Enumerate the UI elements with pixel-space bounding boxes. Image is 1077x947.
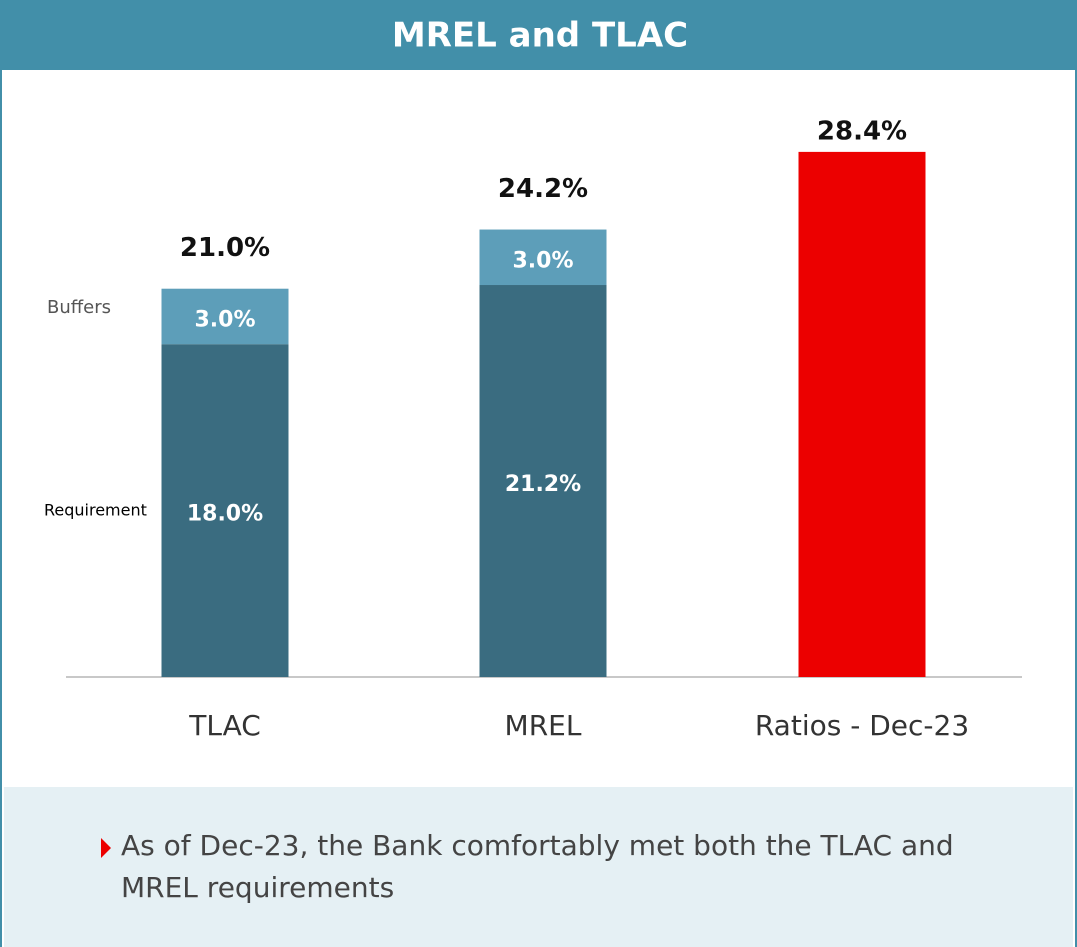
data-label: 18.0% bbox=[187, 502, 263, 527]
series-label: Buffers bbox=[47, 297, 111, 318]
header-band bbox=[2, 0, 1077, 70]
notes-panel: As of Dec-23, the Bank comfortably met b… bbox=[4, 787, 1073, 947]
data-label: 3.0% bbox=[512, 248, 573, 273]
bar-segment bbox=[798, 151, 926, 677]
x-tick-label: TLAC bbox=[188, 709, 261, 742]
bar-segment bbox=[479, 285, 607, 677]
data-label: 3.0% bbox=[194, 307, 255, 332]
chart-title: MREL and TLAC bbox=[392, 16, 688, 56]
bullet-icon bbox=[101, 838, 111, 858]
x-tick-label: Ratios - Dec-23 bbox=[755, 709, 969, 742]
x-tick-label: MREL bbox=[505, 709, 582, 742]
data-label: 21.2% bbox=[505, 472, 581, 497]
data-label: 28.4% bbox=[817, 116, 907, 146]
series-label: Requirement bbox=[44, 501, 147, 520]
total-label: 21.0% bbox=[180, 233, 270, 263]
chart: MREL and TLAC Buffers Requirement TLAC 18… bbox=[2, 0, 1077, 742]
bar-segment bbox=[161, 288, 289, 345]
bullet-text: As of Dec-23, the Bank comfortably met b… bbox=[121, 829, 954, 904]
bar-segment bbox=[479, 229, 607, 286]
bar-segment bbox=[161, 344, 289, 677]
total-label: 24.2% bbox=[498, 174, 588, 204]
